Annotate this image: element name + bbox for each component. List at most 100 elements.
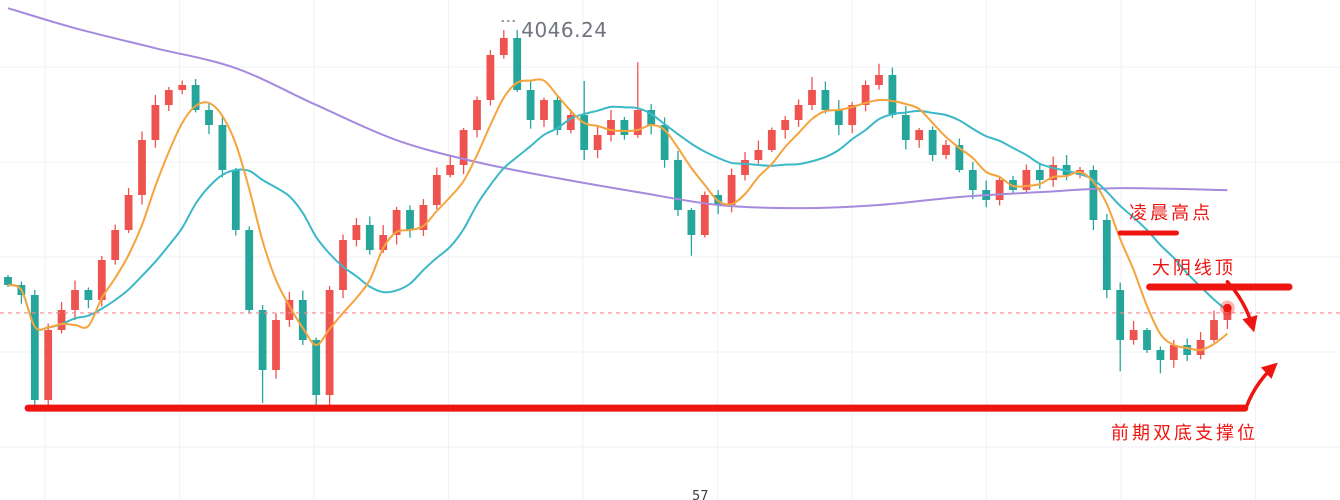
candle-body <box>901 115 910 140</box>
candle-body <box>365 225 374 250</box>
candle-body <box>352 225 361 240</box>
candle-body <box>272 320 280 370</box>
bounce-up-arrow[interactable] <box>1244 362 1278 410</box>
candle-body <box>111 230 120 260</box>
annotation-bearish-top-label[interactable]: 大阴线顶 <box>1151 258 1236 280</box>
candle-body <box>660 125 669 160</box>
candle-body <box>245 230 254 310</box>
candle-body <box>633 110 642 135</box>
candle-body <box>513 38 522 90</box>
candle-body <box>205 110 213 125</box>
candle-body <box>928 130 937 155</box>
candle-body <box>57 310 66 330</box>
candle-body <box>1049 165 1058 180</box>
candle-body <box>700 195 709 235</box>
candle-body <box>4 276 12 285</box>
candle-body <box>1022 170 1031 190</box>
candle-body <box>1143 330 1151 350</box>
candle-body <box>888 75 897 115</box>
candle-body <box>1210 320 1218 340</box>
ma-slow-line <box>7 7 1228 210</box>
candle-body <box>620 120 629 135</box>
candle-body <box>339 240 347 290</box>
candle-body <box>821 90 830 110</box>
candle-body <box>767 130 776 150</box>
candle-body <box>540 100 548 120</box>
candle-body <box>432 175 441 205</box>
candle-body <box>419 205 428 230</box>
candle-body <box>955 145 964 170</box>
candle-body <box>995 180 1004 200</box>
candle-body <box>285 300 294 320</box>
candle-body <box>312 340 321 395</box>
candle-body <box>138 140 146 195</box>
peak-price-label: 4046.24 <box>521 18 608 42</box>
ma-fast-line <box>7 78 1229 352</box>
candle-body <box>164 90 173 105</box>
bottom-axis-fragment: 57 <box>692 489 709 500</box>
candle-body <box>446 165 455 175</box>
candle-body <box>942 145 950 155</box>
candle-body <box>741 160 749 175</box>
candle-body <box>848 105 857 125</box>
candle-body <box>1129 330 1138 340</box>
candle-body <box>379 235 388 250</box>
candle-body <box>647 110 656 125</box>
candle-body <box>258 310 267 370</box>
candle-body <box>1196 340 1205 355</box>
candle-body <box>808 90 816 105</box>
pullback-down-arrow[interactable] <box>1225 280 1258 333</box>
candle-body <box>231 170 240 230</box>
candles-group <box>4 30 1232 412</box>
candle-body <box>861 85 870 105</box>
candle-body <box>1089 170 1098 220</box>
candle-body <box>97 260 106 300</box>
annotation-support-label[interactable]: 前期双底支撑位 <box>1111 423 1259 445</box>
last-price-dot <box>1223 303 1232 313</box>
candle-body <box>968 170 977 190</box>
candle-body <box>754 150 763 160</box>
candle-body <box>71 290 79 310</box>
candle-body <box>473 100 481 130</box>
candle-body <box>151 105 160 140</box>
ma-mid-line <box>7 105 1229 331</box>
candle-body <box>1116 290 1125 340</box>
candle-body <box>794 105 803 120</box>
candle-body <box>1169 345 1178 360</box>
candle-body <box>1102 220 1111 290</box>
candle-body <box>834 110 843 125</box>
candle-body <box>178 85 187 90</box>
candle-body <box>566 115 575 130</box>
candle-body <box>915 130 924 140</box>
candle-body <box>499 38 508 55</box>
candle-body <box>392 210 401 235</box>
candle-body <box>84 290 93 300</box>
candle-body <box>1156 350 1165 360</box>
candle-body <box>580 115 589 150</box>
candle-body <box>781 120 790 130</box>
candle-body <box>30 295 39 400</box>
candle-body <box>124 195 133 230</box>
candle-body <box>593 135 602 150</box>
candle-body <box>406 210 414 230</box>
candle-body <box>875 75 883 85</box>
candle-body <box>687 210 696 235</box>
candle-body <box>1035 170 1044 180</box>
candle-body <box>607 120 615 135</box>
candle-body <box>44 330 53 400</box>
candle-body <box>1223 308 1232 320</box>
candle-body <box>553 100 562 130</box>
candle-body <box>191 85 200 110</box>
candle-body <box>1183 345 1192 355</box>
candle-body <box>526 90 535 120</box>
candle-body <box>325 290 334 395</box>
candle-body <box>727 175 736 205</box>
candle-body <box>298 300 307 340</box>
annotation-morning-high-label[interactable]: 凌晨高点 <box>1129 202 1214 224</box>
candle-body <box>459 130 468 165</box>
candle-body <box>486 55 495 100</box>
candle-body <box>218 125 227 170</box>
candle-body <box>674 160 682 210</box>
